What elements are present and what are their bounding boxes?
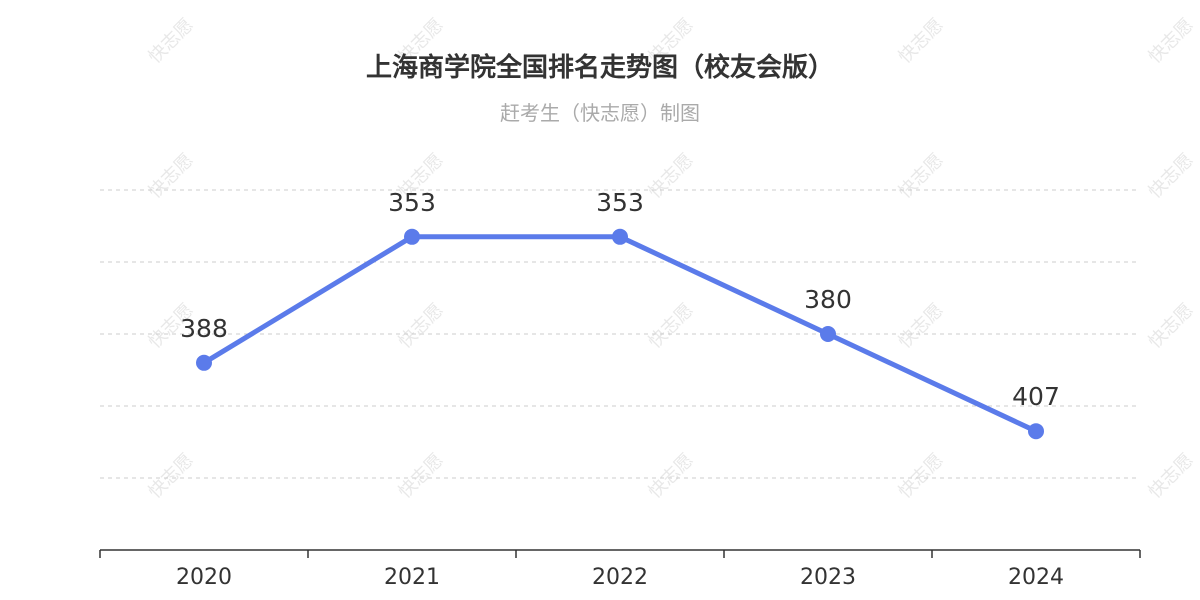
watermark-text: 快志愿 [895, 450, 948, 503]
series-layer: 388 353 353 380 407 [180, 188, 1060, 440]
data-point [612, 228, 628, 245]
x-tick-label: 2021 [384, 565, 440, 590]
watermark-text: 快志愿 [645, 450, 698, 503]
data-point [404, 228, 420, 245]
x-tick-label: 2024 [1008, 565, 1064, 590]
watermark-text: 快志愿 [645, 150, 698, 203]
watermark-text: 快志愿 [145, 450, 198, 503]
data-label: 407 [1012, 382, 1060, 411]
chart-subtitle: 赶考生（快志愿）制图 [500, 101, 700, 125]
data-label: 353 [596, 188, 644, 217]
data-label: 353 [388, 188, 436, 217]
watermark-text: 快志愿 [1145, 15, 1198, 68]
watermark-text: 快志愿 [1145, 150, 1198, 203]
watermark-text: 快志愿 [395, 450, 448, 503]
watermark-text: 快志愿 [895, 150, 948, 203]
watermark-text: 快志愿 [145, 15, 198, 68]
data-label: 388 [180, 314, 228, 343]
x-tick-label: 2023 [800, 565, 856, 590]
x-tick-label: 2022 [592, 565, 648, 590]
data-point [196, 354, 212, 371]
watermark-text: 快志愿 [895, 300, 948, 353]
watermark-text: 快志愿 [1145, 450, 1198, 503]
data-point [820, 326, 836, 342]
grid-lines [100, 189, 1140, 479]
watermark-text: 快志愿 [645, 300, 698, 353]
x-axis: 2020 2021 2022 2023 2024 [99, 549, 1141, 590]
chart-title: 上海商学院全国排名走势图（校友会版） [366, 52, 834, 83]
x-tick-label: 2020 [176, 565, 232, 590]
watermark-text: 快志愿 [395, 300, 448, 353]
data-point [1028, 423, 1044, 440]
watermark-text: 快志愿 [145, 150, 198, 203]
watermark-text: 快志愿 [1145, 300, 1198, 353]
data-label: 380 [804, 285, 852, 314]
watermark-text: 快志愿 [895, 15, 948, 68]
